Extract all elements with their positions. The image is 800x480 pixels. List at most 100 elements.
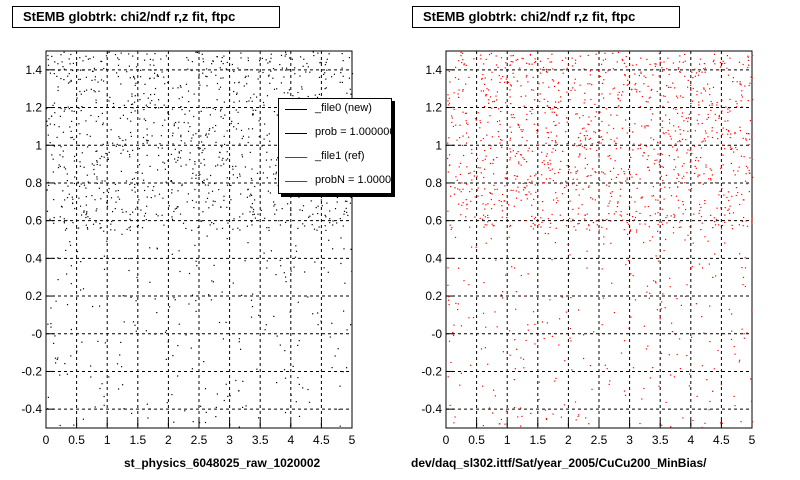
scatter-point xyxy=(527,179,529,181)
x-tick-label-right: 3 xyxy=(626,433,633,447)
scatter-point xyxy=(676,148,678,150)
scatter-point xyxy=(72,69,74,72)
scatter-point xyxy=(513,76,515,78)
scatter-point xyxy=(687,130,689,132)
scatter-point xyxy=(547,162,549,164)
scatter-point xyxy=(558,101,560,103)
scatter-point xyxy=(453,324,455,326)
scatter-point xyxy=(125,180,128,182)
scatter-point xyxy=(63,110,65,112)
scatter-point xyxy=(494,311,496,313)
scatter-point xyxy=(588,225,590,227)
scatter-point xyxy=(98,187,100,189)
scatter-point xyxy=(581,204,583,206)
scatter-point xyxy=(556,197,558,199)
scatter-point xyxy=(551,335,553,337)
scatter-point xyxy=(469,191,471,193)
scatter-point xyxy=(495,64,498,66)
scatter-point xyxy=(325,87,327,89)
scatter-point xyxy=(705,132,707,134)
scatter-point xyxy=(245,405,247,407)
scatter-point xyxy=(340,262,342,265)
scatter-point xyxy=(734,133,736,135)
x-tick-label-left: 3.5 xyxy=(252,433,269,447)
scatter-point xyxy=(655,281,657,283)
scatter-point xyxy=(498,423,500,425)
scatter-point xyxy=(534,62,536,64)
scatter-point xyxy=(522,182,524,185)
scatter-point xyxy=(203,158,205,161)
scatter-point xyxy=(724,62,726,64)
scatter-point xyxy=(517,58,519,60)
scatter-point xyxy=(66,304,69,306)
scatter-point xyxy=(537,427,539,429)
scatter-point xyxy=(698,263,701,265)
scatter-point xyxy=(650,119,652,121)
scatter-point xyxy=(336,222,338,224)
scatter-point xyxy=(492,159,494,161)
scatter-point xyxy=(640,57,642,59)
scatter-point xyxy=(86,211,88,213)
scatter-point xyxy=(337,348,339,350)
scatter-point xyxy=(131,93,133,95)
scatter-point xyxy=(93,164,95,166)
scatter-point xyxy=(556,114,558,117)
scatter-point xyxy=(492,162,494,164)
scatter-point xyxy=(523,186,525,188)
scatter-point xyxy=(487,203,489,205)
scatter-point xyxy=(514,155,516,157)
scatter-point xyxy=(465,199,467,201)
scatter-point xyxy=(179,85,181,87)
scatter-point xyxy=(128,258,130,260)
scatter-point xyxy=(629,127,631,129)
scatter-point xyxy=(66,180,68,182)
scatter-point xyxy=(524,187,526,189)
scatter-point xyxy=(727,111,729,113)
scatter-point xyxy=(623,84,625,86)
scatter-point xyxy=(747,167,749,169)
scatter-point xyxy=(78,144,80,146)
scatter-point xyxy=(740,421,742,423)
scatter-point xyxy=(620,147,622,149)
scatter-point xyxy=(175,161,177,163)
scatter-point xyxy=(573,82,575,84)
scatter-point xyxy=(523,189,525,191)
scatter-point xyxy=(676,177,678,179)
scatter-point xyxy=(482,138,484,140)
panel-left-title: StEMB globtrk: chi2/ndf r,z fit, ftpc xyxy=(12,6,280,28)
scatter-point xyxy=(144,189,146,192)
scatter-point xyxy=(584,214,586,216)
scatter-point xyxy=(589,74,591,76)
scatter-point xyxy=(95,210,97,212)
scatter-point xyxy=(581,128,584,130)
scatter-point xyxy=(251,203,253,205)
scatter-point xyxy=(93,90,95,92)
scatter-point xyxy=(634,201,636,203)
scatter-point xyxy=(250,299,253,301)
scatter-point xyxy=(151,100,153,102)
scatter-point xyxy=(569,254,571,256)
scatter-point xyxy=(749,157,751,159)
scatter-point xyxy=(297,227,299,229)
scatter-point xyxy=(490,79,493,81)
scatter-point xyxy=(136,225,138,227)
scatter-point xyxy=(118,136,120,138)
scatter-point xyxy=(297,377,299,379)
scatter-point xyxy=(669,187,671,189)
x-tick-label-right: 1.5 xyxy=(529,433,546,447)
scatter-point xyxy=(539,100,541,103)
scatter-point xyxy=(192,172,194,174)
scatter-point xyxy=(657,223,659,226)
scatter-point xyxy=(109,96,111,98)
scatter-point xyxy=(325,229,327,231)
scatter-point xyxy=(199,84,201,86)
scatter-point xyxy=(661,120,663,122)
scatter-point xyxy=(454,77,457,79)
scatter-point xyxy=(542,209,544,211)
scatter-point xyxy=(628,260,630,262)
scatter-point xyxy=(489,162,491,165)
scatter-point xyxy=(76,97,78,99)
scatter-point xyxy=(498,200,500,202)
scatter-point xyxy=(641,125,643,127)
scatter-point xyxy=(601,226,603,228)
